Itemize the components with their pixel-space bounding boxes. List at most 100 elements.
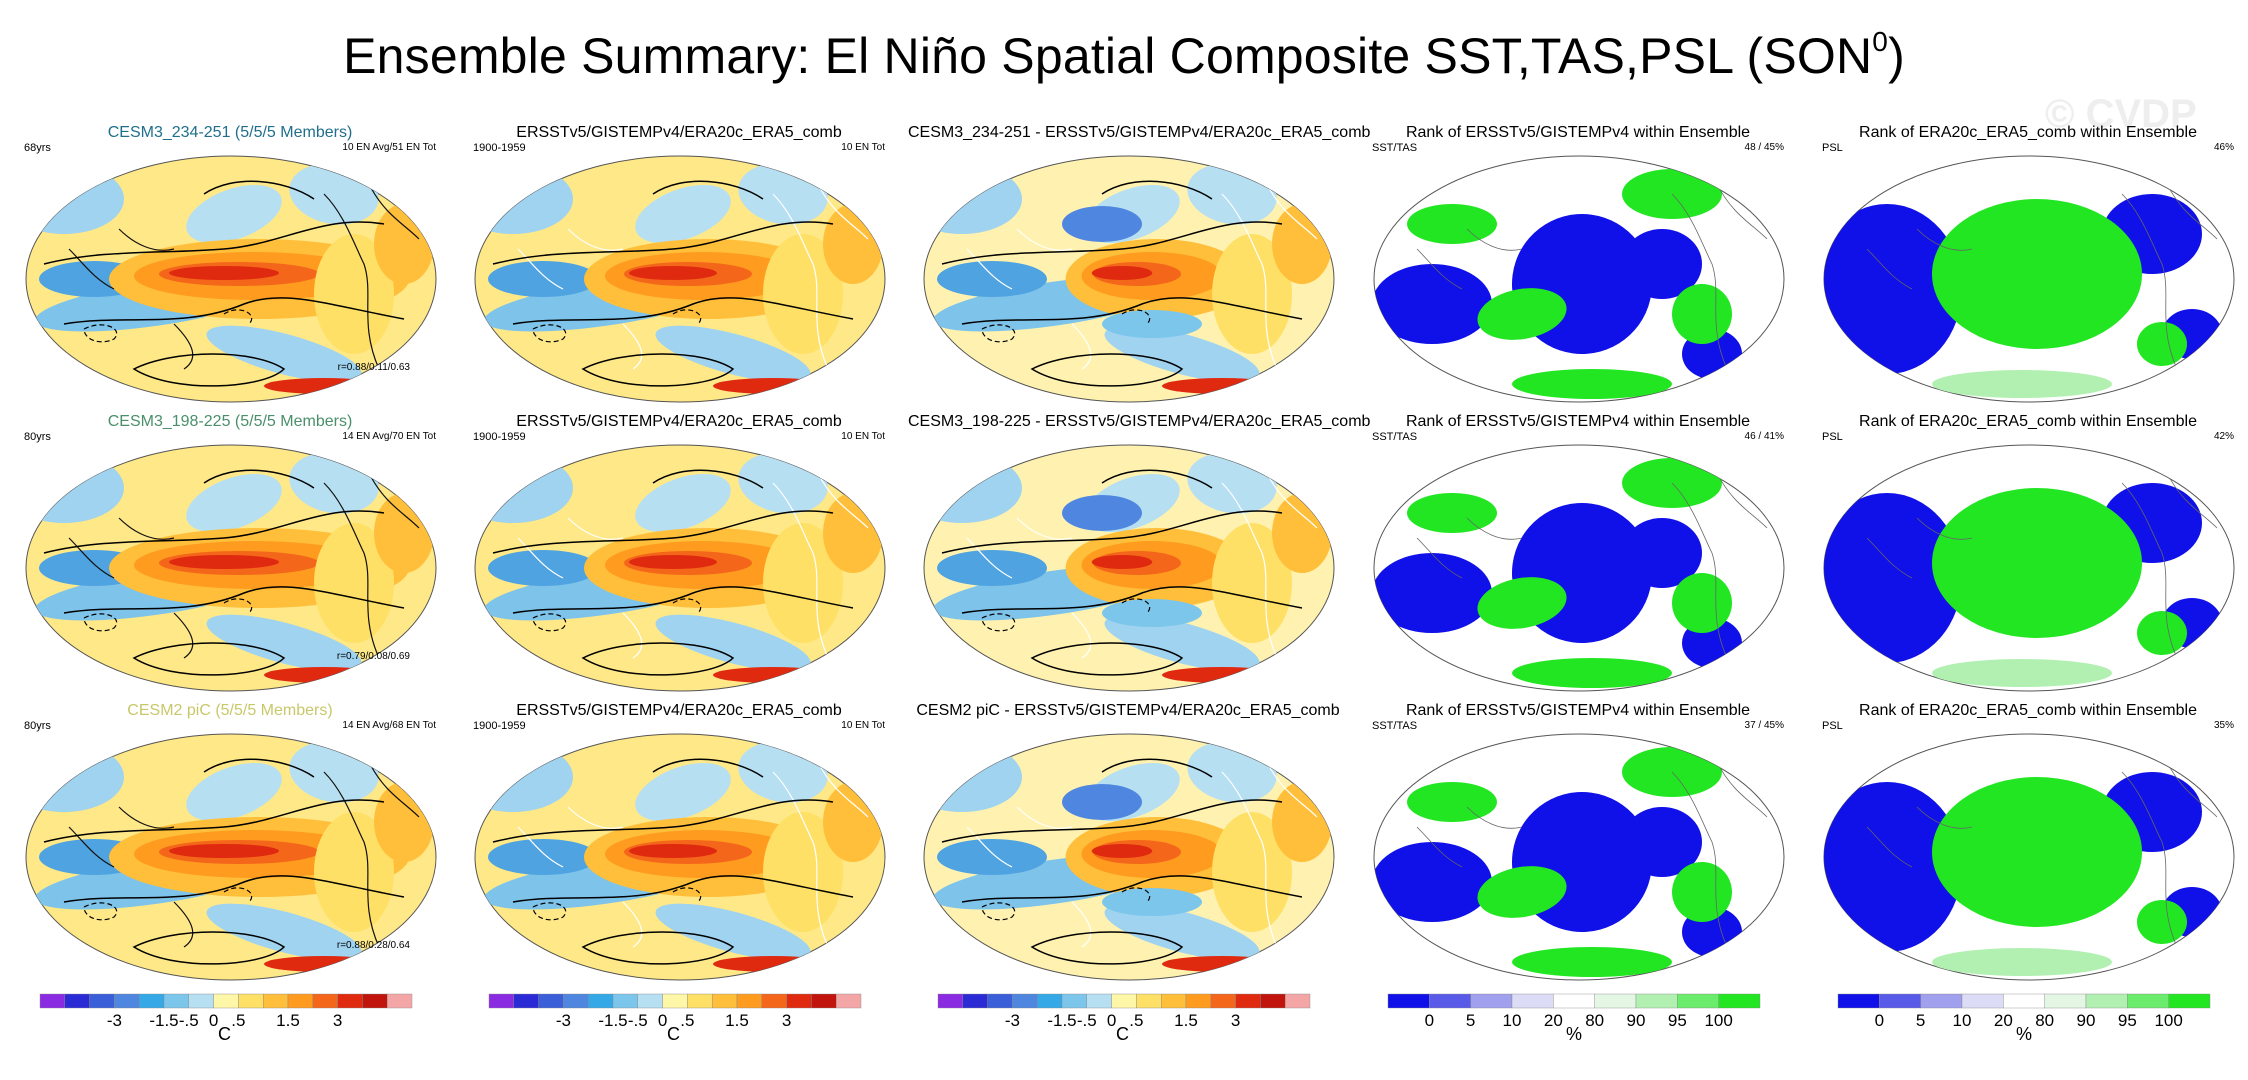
warm-anomaly: [314, 523, 394, 643]
colorbar-swatch: [488, 993, 514, 1009]
colorbar-swatch: [1511, 993, 1554, 1009]
colorbar-swatch: [1036, 993, 1063, 1009]
panel-right-label: 10 EN Tot: [841, 720, 885, 731]
low-rank-region: [1824, 493, 1962, 663]
cold-anomaly: [1102, 888, 1202, 916]
colorbar-tick-label: -.5: [1077, 1011, 1097, 1026]
psl-contour: [492, 469, 854, 676]
colorbar-swatch: [1961, 993, 2004, 1009]
colorbar-tick-label: -3: [556, 1011, 571, 1026]
coastline: [966, 472, 1318, 659]
panel-obs-row2: ERSSTv5/GISTEMPv4/ERA20c_ERA5_comb 1900-1…: [459, 413, 899, 698]
high-rank-region: [1672, 862, 1732, 922]
panel-right-label: 46%: [2213, 142, 2234, 153]
colorbar-swatch: [238, 993, 264, 1009]
panel-title: CESM2 piC (5/5/5 Members): [127, 702, 333, 719]
panel-right-label: 14 EN Avg/68 EN Tot: [342, 720, 436, 731]
colorbar-tick-label: 1.5: [725, 1011, 749, 1026]
colorbar-tick-label: 95: [1668, 1011, 1687, 1026]
low-rank-region: [1374, 264, 1492, 344]
high-rank-region: [2137, 611, 2187, 655]
colorbar-swatch: [1260, 993, 1286, 1009]
panel-title: Rank of ERA20c_ERA5_comb within Ensemble: [1859, 702, 2197, 719]
high-rank-region: [1477, 288, 1567, 340]
rank-colorbar-2: 0 5 10 20 80 90 95 100%: [1820, 986, 2248, 1046]
colorbar-swatch: [1837, 993, 1880, 1009]
cold-anomaly: [655, 903, 811, 961]
colorbar-swatch: [1012, 993, 1038, 1009]
coastline: [966, 761, 1318, 948]
colorbar-tick-label: -1.5: [149, 1011, 178, 1026]
colorbar-swatch: [538, 993, 564, 1009]
pattern-correlation-label: r=0.88/0.11/0.63: [337, 362, 410, 373]
colorbar-tick-label: -.5: [179, 1011, 199, 1026]
colorbar-tick-label: 0: [209, 1011, 218, 1026]
warm-anomaly: [169, 555, 279, 569]
panel-title: Rank of ERA20c_ERA5_comb within Ensemble: [1859, 124, 2197, 141]
colorbar-swatch: [2127, 993, 2169, 1009]
high-rank-region: [1932, 659, 2112, 687]
colorbar-tick-label: 95: [2118, 1011, 2137, 1026]
coastline: [966, 183, 1318, 370]
warm-anomaly: [169, 266, 279, 280]
panel-rank2-row3: Rank of ERA20c_ERA5_comb within Ensemble…: [1808, 702, 2248, 987]
cold-anomaly: [1104, 325, 1260, 383]
warm-anomaly: [264, 378, 384, 394]
colorbar-swatch: [262, 993, 289, 1009]
panel-obs-row1: ERSSTv5/GISTEMPv4/ERA20c_ERA5_comb 1900-1…: [459, 124, 899, 409]
panel-left-label: SST/TAS: [1372, 142, 1418, 154]
colorbar-swatch: [761, 993, 787, 1009]
coastline: [1866, 472, 2218, 659]
warm-anomaly: [1091, 844, 1153, 858]
colorbar-swatch: [587, 993, 614, 1009]
panel-rank2-row2: Rank of ERA20c_ERA5_comb within Ensemble…: [1808, 413, 2248, 698]
cold-anomaly: [1062, 206, 1142, 242]
high-rank-region: [1407, 782, 1497, 822]
panel-diff-row3: CESM2 piC - ERSSTv5/GISTEMPv4/ERA20c_ERA…: [908, 702, 1348, 987]
panel-obs-row3: ERSSTv5/GISTEMPv4/ERA20c_ERA5_comb 1900-1…: [459, 702, 899, 987]
warm-anomaly: [1162, 956, 1282, 972]
map-model: [25, 733, 437, 981]
colorbar-swatch: [1429, 993, 1471, 1009]
warm-anomaly: [1162, 667, 1282, 683]
colorbar-swatch: [362, 993, 388, 1009]
colorbar-unit: C: [218, 1024, 231, 1044]
panel-left-label: 68yrs: [24, 142, 51, 154]
cold-anomaly: [655, 614, 811, 672]
panel-left-label: 80yrs: [24, 431, 51, 443]
colorbar-tick-label: 3: [333, 1011, 342, 1026]
warm-anomaly: [1272, 493, 1332, 573]
pattern-correlation-label: r=0.79/0.08/0.69: [336, 651, 410, 662]
warm-anomaly: [1212, 234, 1292, 354]
warm-anomaly: [1272, 782, 1332, 862]
high-rank-region: [1672, 573, 1732, 633]
warm-anomaly: [713, 667, 833, 683]
colorbar-swatch: [1553, 993, 1595, 1009]
map-obs: [474, 444, 886, 692]
panel-diff-row2: CESM3_198-225 - ERSSTv5/GISTEMPv4/ERA20c…: [908, 413, 1370, 698]
colorbar-tick-label: 10: [1953, 1011, 1972, 1026]
psl-contour-negative: [981, 887, 1151, 921]
warm-anomaly: [314, 234, 394, 354]
panel-title: CESM2 piC - ERSSTv5/GISTEMPv4/ERA20c_ERA…: [916, 702, 1340, 719]
map-obs: [474, 155, 886, 403]
psl-contour-negative: [532, 887, 702, 921]
cold-anomaly: [1104, 903, 1260, 961]
cvdp-watermark: © CVDP: [2045, 92, 2197, 136]
psl-contour: [43, 469, 405, 676]
colorbar-swatch: [612, 993, 638, 1009]
colorbar-swatch: [711, 993, 738, 1009]
psl-contour-negative: [981, 598, 1151, 632]
colorbar-tick-label: .5: [231, 1011, 245, 1026]
colorbar-swatch: [337, 993, 363, 1009]
warm-anomaly: [823, 204, 883, 284]
coastline: [1866, 183, 2218, 370]
temperature-colorbar-3: -3 -1.5 -.5 0 .5 1.5 3 C: [920, 986, 1360, 1046]
psl-contour: [492, 758, 854, 965]
panel-right-label: 37 / 45%: [1744, 720, 1784, 731]
colorbar-swatch: [1235, 993, 1261, 1009]
panel-title: Rank of ERSSTv5/GISTEMPv4 within Ensembl…: [1405, 124, 1751, 141]
warm-anomaly: [823, 782, 883, 862]
psl-contour-negative: [83, 309, 253, 343]
low-rank-region: [1824, 782, 1962, 952]
